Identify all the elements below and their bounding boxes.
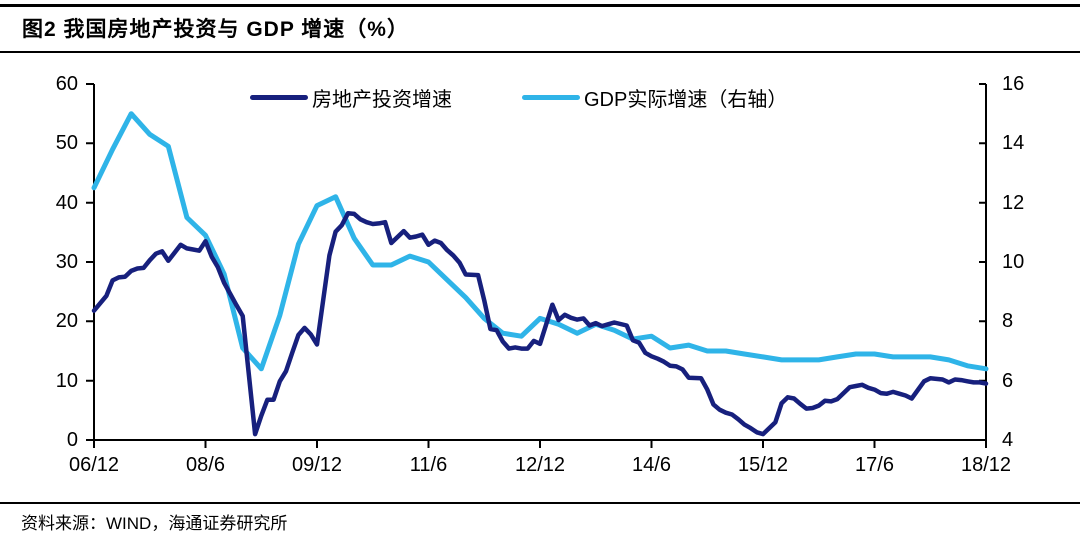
y-right-ticks: [979, 83, 986, 441]
investment-line: [91, 211, 989, 437]
legend-item-investment: 房地产投资增速: [250, 83, 452, 112]
legend-label-gdp: GDP实际增速（右轴）: [584, 89, 788, 111]
title-bottom-rule: [0, 51, 1080, 53]
investment-line-swatch: [250, 95, 308, 100]
y-left-ticks: [86, 83, 94, 441]
footer-rule: [0, 502, 1080, 504]
chart-legend: 房地产投资增速 GDP实际增速（右轴）: [250, 83, 787, 112]
x-ticks: [93, 440, 987, 448]
gdp-line: [91, 111, 989, 372]
figure-title: 图2 我国房地产投资与 GDP 增速（%）: [22, 18, 409, 41]
legend-label-investment: 房地产投资增速: [312, 89, 452, 111]
title-top-rule: [0, 4, 1080, 7]
source-note: 资料来源：WIND，海通证券研究所: [21, 514, 288, 533]
legend-item-gdp: GDP实际增速（右轴）: [522, 83, 787, 112]
gdp-line-swatch: [522, 95, 580, 100]
